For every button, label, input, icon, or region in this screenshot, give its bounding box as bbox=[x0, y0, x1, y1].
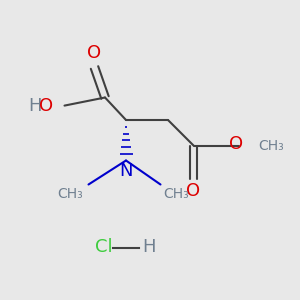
Text: CH₃: CH₃ bbox=[57, 187, 83, 201]
Text: H: H bbox=[142, 238, 155, 256]
Text: CH₃: CH₃ bbox=[164, 187, 189, 201]
Text: O: O bbox=[87, 44, 102, 62]
Text: Cl: Cl bbox=[95, 238, 112, 256]
Text: O: O bbox=[229, 135, 243, 153]
Text: CH₃: CH₃ bbox=[258, 139, 284, 152]
Text: N: N bbox=[119, 162, 133, 180]
Text: H: H bbox=[28, 97, 42, 115]
Text: O: O bbox=[39, 97, 53, 115]
Text: O: O bbox=[186, 182, 201, 200]
